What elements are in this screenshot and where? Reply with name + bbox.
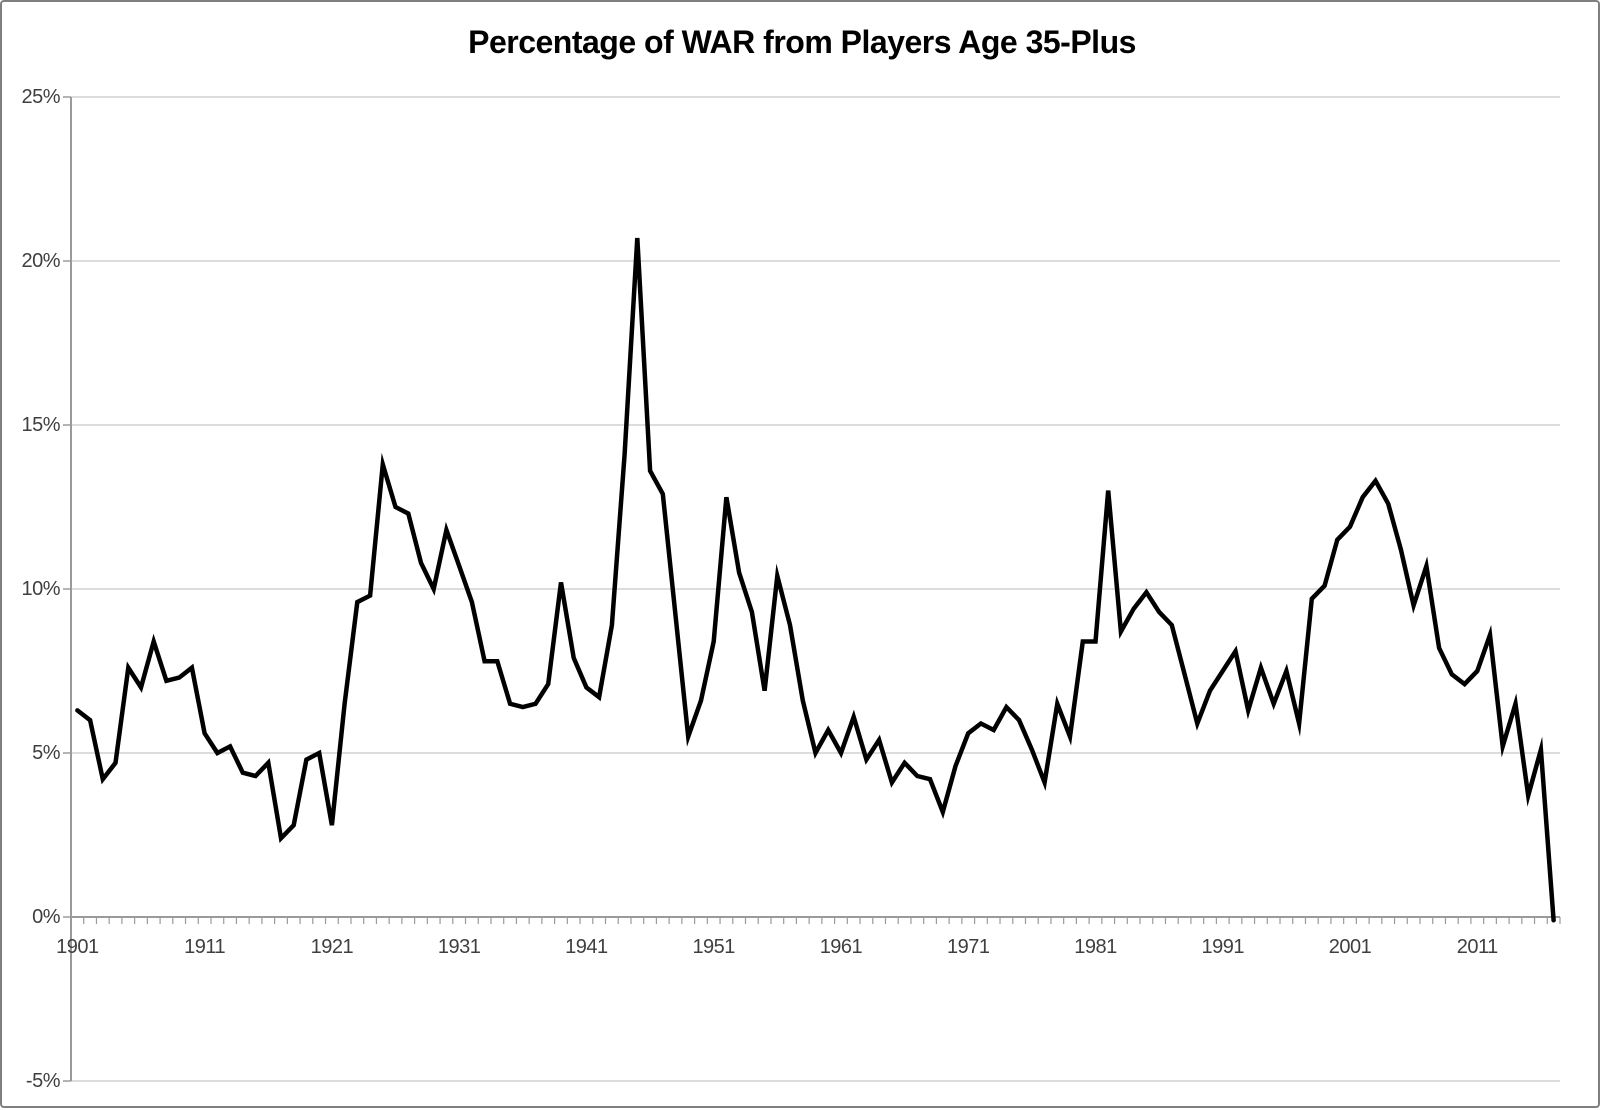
y-tick-label: 25% <box>21 86 60 108</box>
war-series-line <box>75 237 1556 923</box>
y-tick-label: 10% <box>21 578 60 600</box>
x-tick-label: 1941 <box>565 936 608 958</box>
x-tick-label: 1911 <box>184 936 226 958</box>
y-tick-label: 15% <box>21 414 60 436</box>
x-tick-label: 1921 <box>310 936 354 958</box>
x-tick-label: 1961 <box>819 936 863 958</box>
y-tick-label: -5% <box>25 1070 61 1092</box>
x-tick-label: 1951 <box>692 936 735 958</box>
y-tick-label: 20% <box>21 250 60 272</box>
x-tick-label: 1991 <box>1201 936 1244 958</box>
x-tick-label: 1981 <box>1074 936 1117 958</box>
x-tick-label: 1971 <box>946 936 990 958</box>
x-tick-label: 2011 <box>1456 936 1499 958</box>
x-tick-label: 1901 <box>56 936 99 958</box>
x-tick-label: 1931 <box>437 936 481 958</box>
chart-title: Percentage of WAR from Players Age 35-Pl… <box>468 24 1136 60</box>
x-tick-label: 2001 <box>1328 936 1372 958</box>
y-tick-label: 0% <box>32 906 60 928</box>
y-tick-label: 5% <box>32 742 60 764</box>
